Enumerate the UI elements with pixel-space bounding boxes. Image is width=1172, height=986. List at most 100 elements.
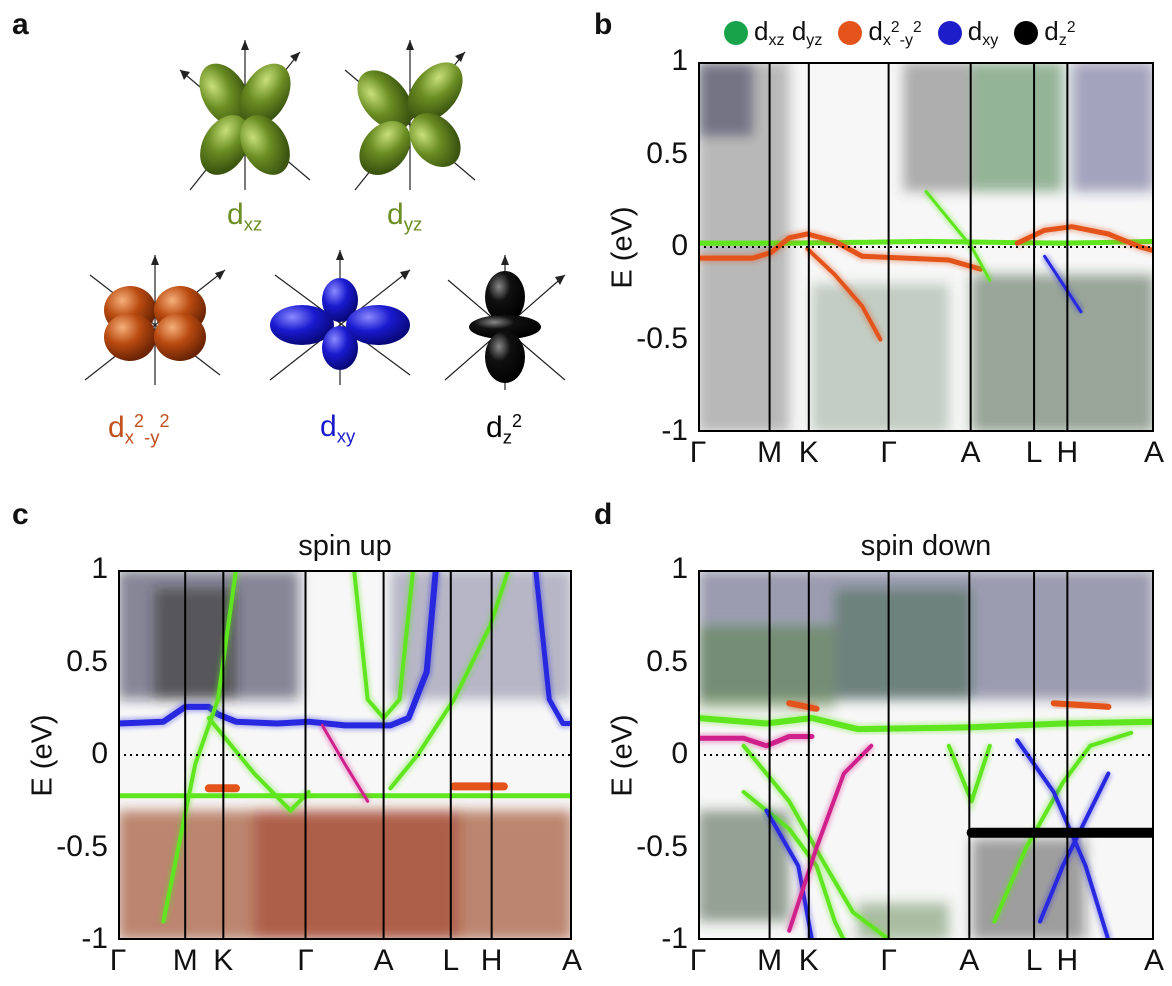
- y-tick-label: 0: [91, 737, 108, 770]
- band-orange: [786, 700, 820, 712]
- legend-item-dx2-y2: dx2-y2: [838, 16, 922, 50]
- dyz-label: dyz: [387, 198, 423, 235]
- band-blue: [1038, 771, 1111, 924]
- shading-region: [812, 284, 949, 432]
- y-tick-label: -1: [81, 922, 108, 955]
- shading-region: [857, 903, 949, 940]
- x-tick-label: H: [1056, 944, 1079, 977]
- shading-region: [971, 62, 1063, 192]
- y-tick-label: -0.5: [636, 321, 688, 355]
- x-tick-label: K: [798, 436, 819, 469]
- x-tick-label: L: [442, 944, 460, 977]
- band-green: [698, 238, 1154, 246]
- x-tick-label: M: [172, 944, 198, 977]
- x-tick-label: L: [1025, 436, 1043, 469]
- shading-region: [698, 62, 753, 136]
- x-tick-label: Γ: [109, 944, 127, 977]
- band-structure-c: [118, 570, 572, 940]
- dyz-orbital-icon: [344, 40, 476, 191]
- dxz-label: dxz: [227, 198, 263, 235]
- y-tick-label: 0.5: [646, 644, 688, 678]
- y-tick-label: -1: [661, 414, 688, 447]
- band-orange: [698, 231, 984, 272]
- orbital-legend: dxz dyz dx2-y2 dxy dz2: [724, 16, 1076, 50]
- y-tick-label: -0.5: [56, 829, 108, 863]
- band-green: [388, 570, 511, 791]
- y-tick-label: 0.5: [66, 644, 108, 678]
- x-tick-label: L: [1025, 944, 1043, 977]
- x-tick-label: M: [757, 944, 783, 977]
- legend-dot-black-icon: [1014, 20, 1039, 45]
- diffuse-shading: [698, 62, 1154, 432]
- x-tick-label: A: [561, 944, 583, 977]
- plot-frame: [698, 62, 1154, 432]
- panel-label-b: b: [594, 8, 613, 41]
- panel-label-a: a: [12, 8, 29, 41]
- y-tick-label: 0: [671, 229, 688, 262]
- legend-item-dxy: dxy: [937, 16, 998, 50]
- plot-frame: [118, 570, 572, 940]
- y-tick-label: 1: [671, 552, 688, 585]
- legend-dot-green-icon: [724, 20, 748, 45]
- band-green: [698, 715, 1154, 733]
- x-tick-label: K: [798, 944, 819, 977]
- y-tick-label: 1: [91, 552, 108, 585]
- band-structure-d: [698, 570, 1154, 940]
- x-tick-label: A: [1143, 944, 1165, 977]
- dx2-y2-label: dx2-y2: [108, 410, 170, 448]
- y-tick-label: -0.5: [636, 829, 688, 863]
- x-tick-label: Γ: [880, 944, 897, 977]
- dx2-y2-orbital-icon: [84, 255, 226, 385]
- band-green: [161, 570, 238, 924]
- x-tick-label: Γ: [689, 944, 707, 977]
- band-magenta: [320, 723, 370, 803]
- x-tick-label: Γ: [297, 944, 314, 977]
- band-green: [741, 743, 892, 940]
- shading-region: [903, 62, 972, 192]
- band-magenta: [698, 734, 815, 749]
- y-axis-label: E (eV): [606, 714, 639, 797]
- legend-item-dz2: dz2: [1014, 16, 1076, 50]
- panel-label-d: d: [594, 498, 613, 531]
- x-tick-label: Γ: [880, 436, 897, 469]
- band-structure-b: [698, 62, 1154, 432]
- dz2-orbital-icon: [444, 255, 566, 390]
- x-tick-label: A: [373, 944, 394, 977]
- x-tick-label: K: [213, 944, 234, 977]
- shading-region: [834, 588, 972, 700]
- band-blue: [764, 808, 814, 940]
- x-tick-label: A: [959, 944, 980, 977]
- y-axis-label: E (eV): [606, 206, 639, 289]
- x-tick-label: A: [960, 436, 981, 469]
- x-tick-label: H: [480, 944, 503, 977]
- band-magenta: [787, 743, 874, 933]
- band-green: [946, 743, 992, 804]
- dxy-orbital-icon: [269, 250, 411, 385]
- plot-title-d: spin down: [860, 530, 992, 562]
- dz2-label: dz2: [486, 410, 522, 448]
- y-axis-label: E (eV): [26, 714, 59, 797]
- band-green: [206, 716, 311, 813]
- y-tick-label: 1: [671, 44, 688, 77]
- plot-frame: [698, 570, 1154, 940]
- panel-label-c: c: [12, 498, 29, 531]
- x-tick-label: M: [757, 436, 783, 469]
- plot-title-c: spin up: [298, 530, 392, 562]
- legend-dot-blue-icon: [937, 20, 962, 45]
- band-blue: [533, 570, 572, 726]
- x-tick-label: Γ: [689, 436, 707, 469]
- shading-region: [254, 810, 459, 940]
- band-blue: [1043, 254, 1083, 314]
- shading-region: [971, 274, 1154, 432]
- y-tick-label: 0.5: [646, 136, 688, 170]
- y-tick-label: 0: [671, 737, 688, 770]
- x-tick-label: A: [1143, 436, 1165, 469]
- legend-item-dxz-dyz: dxz dyz: [724, 16, 822, 50]
- shading-region: [1071, 62, 1154, 192]
- dxz-orbital-icon: [179, 40, 311, 191]
- band-orange: [805, 246, 883, 342]
- band-lines: [698, 698, 1154, 940]
- legend-dot-orange-icon: [838, 20, 863, 45]
- dxy-label: dxy: [320, 410, 356, 447]
- y-tick-label: -1: [661, 922, 688, 955]
